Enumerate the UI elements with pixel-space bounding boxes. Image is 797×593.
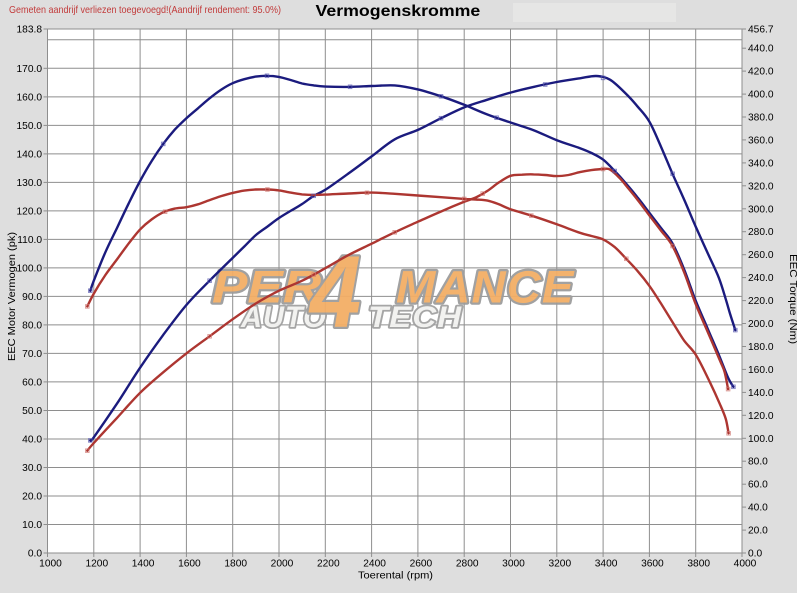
svg-text:90.0: 90.0 (22, 292, 42, 303)
svg-text:2000: 2000 (271, 559, 294, 570)
svg-text:PER: PER (212, 262, 322, 312)
svg-text:160.0: 160.0 (748, 365, 774, 376)
svg-text:30.0: 30.0 (22, 463, 42, 474)
svg-text:280.0: 280.0 (748, 227, 774, 238)
svg-text:2200: 2200 (317, 559, 340, 570)
svg-text:Gemeten aandrijf verliezen toe: Gemeten aandrijf verliezen toegevoegd!(A… (9, 5, 281, 16)
svg-text:100.0: 100.0 (748, 434, 774, 445)
svg-text:3400: 3400 (595, 559, 618, 570)
svg-text:40.0: 40.0 (748, 503, 768, 514)
svg-text:TECH: TECH (368, 299, 462, 333)
svg-text:180.0: 180.0 (748, 342, 774, 353)
svg-text:456.7: 456.7 (748, 25, 774, 36)
svg-text:240.0: 240.0 (748, 273, 774, 284)
svg-text:3000: 3000 (502, 559, 525, 570)
svg-text:300.0: 300.0 (748, 204, 774, 215)
svg-text:20.0: 20.0 (748, 526, 768, 537)
svg-text:220.0: 220.0 (748, 296, 774, 307)
svg-text:EEC Motor Vermogen (pk): EEC Motor Vermogen (pk) (7, 232, 18, 361)
svg-text:80.0: 80.0 (748, 457, 768, 468)
svg-text:1600: 1600 (178, 559, 201, 570)
svg-text:140.0: 140.0 (748, 388, 774, 399)
svg-text:4000: 4000 (734, 559, 757, 570)
svg-text:360.0: 360.0 (748, 135, 774, 146)
svg-text:2800: 2800 (456, 559, 479, 570)
svg-text:Toerental (rpm): Toerental (rpm) (358, 571, 433, 582)
svg-text:0.0: 0.0 (28, 549, 42, 560)
svg-text:MANCE: MANCE (396, 262, 575, 313)
svg-text:80.0: 80.0 (22, 320, 42, 331)
svg-text:50.0: 50.0 (22, 406, 42, 417)
svg-text:40.0: 40.0 (22, 435, 42, 446)
svg-text:420.0: 420.0 (748, 67, 774, 78)
svg-text:1200: 1200 (85, 559, 108, 570)
svg-text:340.0: 340.0 (748, 158, 774, 169)
svg-text:0.0: 0.0 (748, 549, 762, 560)
svg-text:20.0: 20.0 (22, 492, 42, 503)
svg-text:440.0: 440.0 (748, 44, 774, 55)
svg-text:10.0: 10.0 (22, 520, 42, 531)
svg-text:130.0: 130.0 (17, 178, 43, 189)
svg-text:183.8: 183.8 (17, 25, 43, 36)
svg-text:1800: 1800 (224, 559, 247, 570)
svg-text:Vermogenskromme: Vermogenskromme (316, 3, 481, 20)
svg-text:110.0: 110.0 (17, 235, 42, 246)
svg-text:3200: 3200 (548, 559, 571, 570)
svg-text:120.0: 120.0 (17, 206, 43, 217)
svg-text:3600: 3600 (641, 559, 664, 570)
svg-text:170.0: 170.0 (17, 64, 43, 75)
svg-text:160.0: 160.0 (17, 92, 43, 103)
svg-text:70.0: 70.0 (22, 349, 42, 360)
svg-text:200.0: 200.0 (748, 319, 774, 330)
svg-text:100.0: 100.0 (17, 263, 43, 274)
svg-text:380.0: 380.0 (748, 113, 774, 124)
svg-text:60.0: 60.0 (22, 377, 42, 388)
svg-text:140.0: 140.0 (17, 149, 43, 160)
svg-text:120.0: 120.0 (748, 411, 774, 422)
svg-text:2600: 2600 (410, 559, 433, 570)
svg-text:1000: 1000 (39, 559, 62, 570)
svg-text:2400: 2400 (363, 559, 386, 570)
svg-text:3800: 3800 (687, 559, 710, 570)
svg-text:260.0: 260.0 (748, 250, 774, 261)
svg-text:320.0: 320.0 (748, 181, 774, 192)
svg-text:EEC Torque (Nm): EEC Torque (Nm) (787, 254, 797, 344)
svg-text:150.0: 150.0 (17, 121, 43, 132)
svg-text:1400: 1400 (132, 559, 155, 570)
svg-text:60.0: 60.0 (748, 480, 768, 491)
svg-text:400.0: 400.0 (748, 90, 774, 101)
